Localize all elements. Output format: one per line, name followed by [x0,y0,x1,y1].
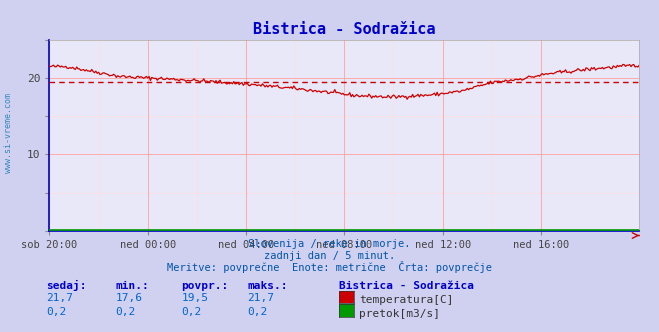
Text: maks.:: maks.: [247,281,287,291]
Text: 19,5: 19,5 [181,293,208,303]
Text: 17,6: 17,6 [115,293,142,303]
Text: Slovenija / reke in morje.: Slovenija / reke in morje. [248,239,411,249]
Text: 0,2: 0,2 [181,307,202,317]
Text: min.:: min.: [115,281,149,291]
Text: temperatura[C]: temperatura[C] [359,295,453,305]
Text: zadnji dan / 5 minut.: zadnji dan / 5 minut. [264,251,395,261]
Title: Bistrica - Sodražica: Bistrica - Sodražica [253,22,436,37]
Text: 21,7: 21,7 [247,293,274,303]
Text: povpr.:: povpr.: [181,281,229,291]
Text: 0,2: 0,2 [115,307,136,317]
Text: Meritve: povprečne  Enote: metrične  Črta: povprečje: Meritve: povprečne Enote: metrične Črta:… [167,261,492,273]
Text: Bistrica - Sodražica: Bistrica - Sodražica [339,281,474,291]
Text: 21,7: 21,7 [46,293,73,303]
Text: pretok[m3/s]: pretok[m3/s] [359,309,440,319]
Text: 0,2: 0,2 [46,307,67,317]
Text: sedaj:: sedaj: [46,280,86,291]
Text: www.si-vreme.com: www.si-vreme.com [4,93,13,173]
Text: 0,2: 0,2 [247,307,268,317]
